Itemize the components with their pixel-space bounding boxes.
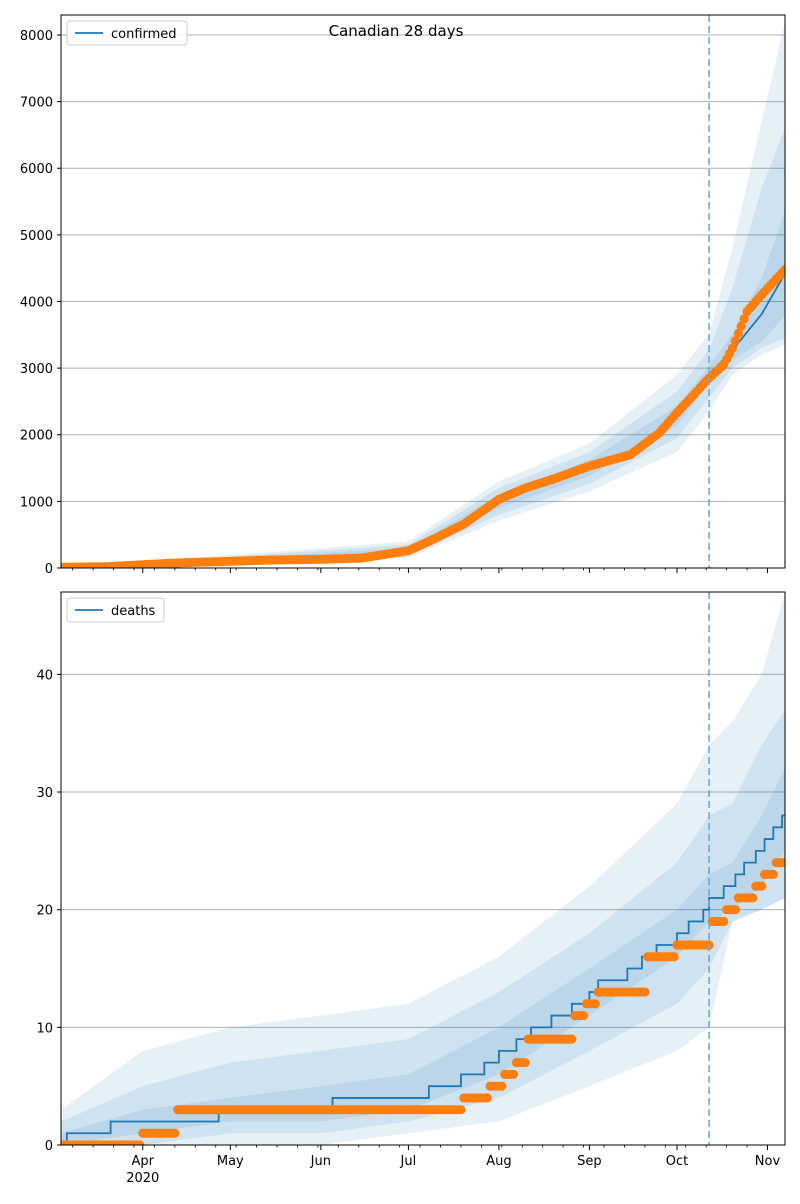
legend-label: deaths [111, 604, 156, 619]
observed-point [780, 264, 785, 275]
y-tick-label: 1000 [20, 495, 53, 510]
observed-point [757, 881, 767, 891]
x-tick-label: Aug [486, 1154, 511, 1169]
y-tick-label: 3000 [20, 362, 53, 377]
legend-label: confirmed [111, 27, 177, 42]
confirmed-panel: 0 1000 2000 3000 4000 5000 6000 7000 8000 confirm… [20, 14, 786, 577]
y-tick-label: 10 [36, 1021, 53, 1036]
y-tick-label: 0 [45, 562, 53, 577]
deaths-line [61, 814, 785, 1145]
chart-title: Canadian 28 days [329, 22, 464, 40]
x-tick-label: Jul [400, 1154, 417, 1169]
x-tick-label: May [217, 1154, 244, 1169]
observed-point [669, 952, 679, 962]
observed-point [497, 1081, 507, 1091]
y-tick-label: 5000 [20, 229, 53, 244]
legend-box [66, 597, 165, 623]
observed-point [590, 999, 600, 1009]
y-tick-label: 4000 [20, 295, 53, 310]
legend: deaths [66, 597, 165, 623]
y-tick-label: 6000 [20, 162, 53, 177]
axes-frame [60, 14, 786, 569]
confidence-band [61, 709, 785, 1145]
axes-frame [60, 591, 786, 1146]
observed-point [730, 905, 740, 915]
y-tick-label: 30 [36, 786, 53, 801]
observed-point [727, 343, 738, 353]
observed-point [508, 1069, 519, 1080]
observed-points [61, 858, 785, 1145]
confidence-band [61, 592, 785, 1145]
x-tick-label: Oct [666, 1154, 688, 1169]
y-tick-label: 0 [45, 1139, 53, 1154]
observed-point [730, 336, 740, 346]
legend-box [66, 20, 188, 46]
y-tick-label: 8000 [20, 29, 53, 44]
y-tick-label: 2000 [20, 429, 53, 444]
deaths-panel: 0 10 20 30 40 Apr May Jun Jul Aug Sep Oct Nov 2020 dea… [36, 591, 786, 1186]
legend: confirmed [66, 20, 188, 46]
observed-point [739, 314, 749, 324]
observed-point [640, 987, 650, 997]
observed-point [456, 1105, 466, 1115]
observed-points [61, 264, 785, 568]
observed-point [520, 1058, 530, 1068]
observed-point [733, 328, 743, 339]
y-tick-label: 20 [36, 904, 53, 919]
observed-point [482, 1093, 492, 1103]
confidence-band [61, 768, 785, 1145]
observed-point [170, 1128, 180, 1138]
x-tick-label: Sep [577, 1154, 602, 1169]
observed-point [135, 1140, 145, 1145]
x-tick-label: Apr [131, 1154, 154, 1169]
observed-point [567, 1034, 577, 1044]
bands-group [61, 21, 785, 568]
observed-point [768, 869, 778, 879]
observed-point [748, 893, 758, 903]
bands-group [61, 592, 785, 1145]
x-tick-label: Nov [755, 1154, 781, 1169]
observed-point [736, 321, 746, 331]
x-tick-label: Jun [310, 1154, 331, 1169]
x-year-label: 2020 [126, 1171, 159, 1186]
observed-point [578, 1010, 589, 1021]
observed-point [780, 858, 785, 868]
observed-point [719, 916, 729, 927]
y-tick-label: 40 [36, 668, 53, 683]
y-tick-label: 7000 [20, 96, 53, 111]
